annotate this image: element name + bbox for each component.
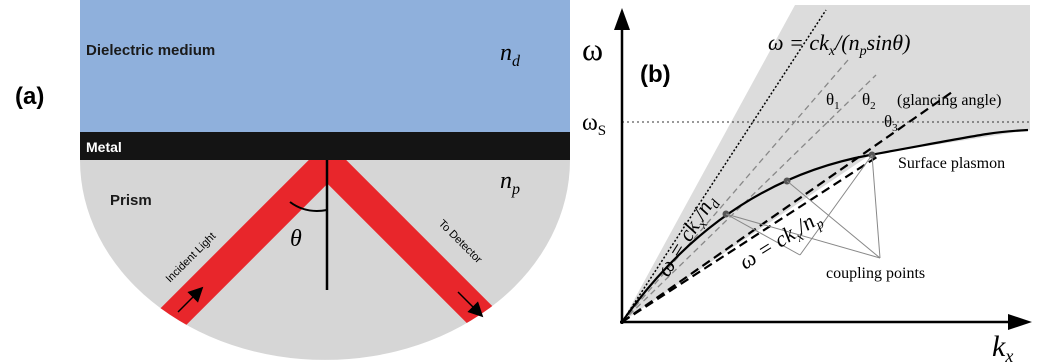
panel-b: ω (b) ωS ω = ckx/(npsinθ) θ1 θ2 (glancin… [582, 5, 1032, 363]
dielectric-label: Dielectric medium [86, 42, 215, 59]
coupling-region [622, 5, 1030, 322]
x-axis-arrow [1008, 314, 1032, 330]
top-formula: ω = ckx/(npsinθ) [768, 30, 910, 59]
y-axis-arrow [614, 8, 630, 30]
panel-a: (a) Dielectric medium nd Metal np Prism … [15, 0, 570, 360]
panel-a-label: (a) [15, 83, 44, 110]
coupling-line-1 [725, 213, 881, 259]
panel-b-label: (b) [640, 61, 671, 88]
np-label: np [500, 168, 520, 198]
y-axis-label: ω [582, 31, 603, 67]
nd-label: nd [500, 40, 521, 70]
glancing-line [621, 89, 956, 323]
x-axis-label: kx [992, 330, 1013, 363]
coupling-line-5 [799, 154, 873, 256]
metal-label: Metal [86, 139, 122, 155]
coupling-line-2 [786, 180, 881, 259]
omega-s-label: ωS [582, 110, 606, 139]
coupling-line-3 [871, 154, 881, 259]
glancing-label: (glancing angle) [897, 92, 1001, 109]
surface-plasmon-curve [621, 128, 1029, 323]
metal-layer [80, 132, 570, 160]
detector-arrow [457, 291, 484, 318]
theta2-label: θ2 [862, 90, 876, 112]
prism-body [80, 160, 570, 360]
theta3-label: θ3 [884, 112, 898, 134]
theta1-line [621, 59, 849, 323]
surface-plasmon-label: Surface plasmon [898, 155, 1005, 172]
coupling-points-label: coupling points [826, 265, 925, 282]
theta-label: θ [290, 226, 302, 252]
dielectric-layer [80, 0, 570, 132]
coupling-line-4 [725, 213, 801, 256]
prism-label: Prism [110, 192, 152, 209]
theta2-line [621, 74, 877, 323]
incident-arrow [177, 286, 204, 313]
theta1-label: θ1 [826, 90, 840, 112]
light-line-prism [621, 154, 881, 323]
theta-arc [289, 201, 328, 212]
